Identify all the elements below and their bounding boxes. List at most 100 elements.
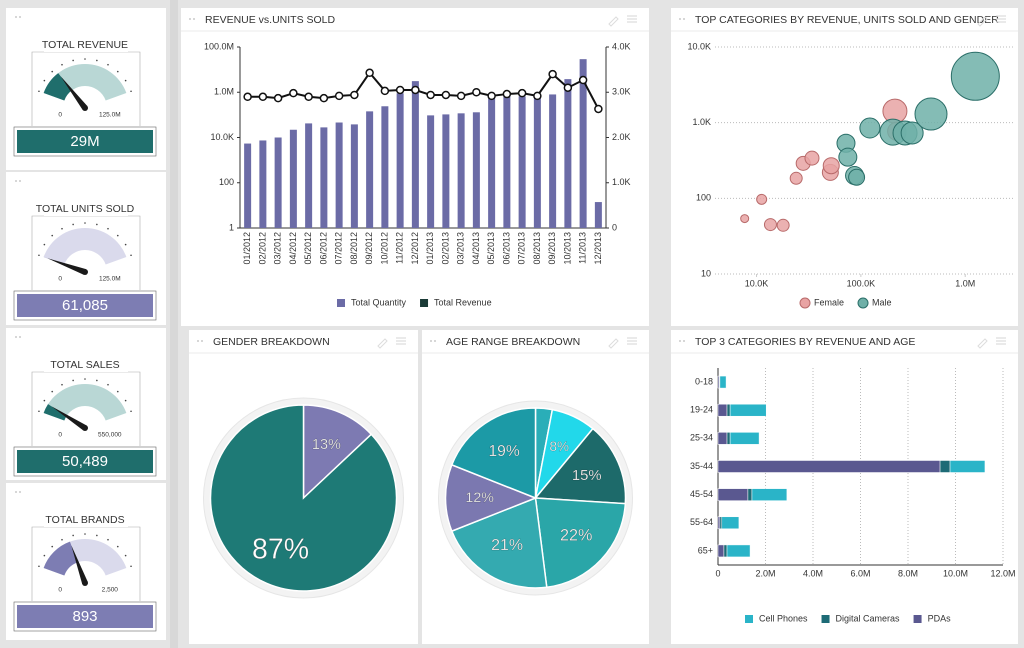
- edit-icon[interactable]: [977, 338, 988, 349]
- x-tick-label: 10/2013: [562, 232, 572, 265]
- drag-handle: [15, 491, 17, 493]
- legend-label: PDAs: [928, 613, 952, 623]
- x-tick-label: 02/2013: [440, 232, 450, 265]
- gauge-dot: [107, 227, 109, 230]
- x-tick-label: 05/2012: [303, 232, 313, 265]
- line-marker: [304, 92, 313, 102]
- gauge-dot: [124, 554, 127, 557]
- pie-slice: [444, 463, 538, 533]
- gauge-tick-label: 550,000: [98, 432, 122, 439]
- x-tick-label: 12/2012: [410, 232, 420, 265]
- gauge-dot: [107, 63, 109, 66]
- line-marker: [411, 85, 420, 95]
- bubble: [804, 150, 820, 166]
- pie-label: 12%: [465, 490, 494, 506]
- gauge-dot: [84, 222, 86, 224]
- y-tick-label: 55-64: [690, 517, 713, 527]
- line-marker: [533, 91, 542, 101]
- line-marker: [456, 91, 466, 101]
- bar: [442, 114, 450, 228]
- line-marker: [273, 93, 283, 103]
- gauge-dot: [96, 379, 98, 382]
- gauge-dot: [51, 234, 54, 237]
- gauge-dot: [84, 378, 86, 380]
- gauge-dot: [43, 399, 46, 402]
- gauge-title: TOTAL SALES: [50, 359, 119, 371]
- gauge-dot: [51, 70, 54, 73]
- drag-handle: [430, 340, 432, 342]
- line-marker: [380, 86, 390, 96]
- gauge-hub: [82, 580, 88, 586]
- bar: [533, 97, 541, 229]
- bar-segment: [717, 460, 941, 473]
- drag-handle: [15, 180, 17, 182]
- x-tick-label: 09/2013: [547, 232, 557, 265]
- x-tick-label: 09/2012: [364, 232, 374, 265]
- bar: [350, 124, 358, 228]
- gauge-tick-label: 125.0M: [99, 276, 121, 283]
- gauge-value: 893: [72, 608, 97, 625]
- y-tick-label: 100: [219, 177, 234, 187]
- edit-icon[interactable]: [608, 338, 619, 349]
- gauge-dot: [72, 59, 74, 62]
- drag-handle: [19, 491, 21, 493]
- gauge-value-box: [15, 448, 155, 475]
- bubble: [950, 51, 1000, 101]
- bar-segment: [717, 403, 728, 417]
- pie-slice: [450, 496, 548, 589]
- line-marker: [578, 75, 588, 85]
- gauge-dot: [116, 234, 119, 237]
- gauge-tick-label: 0: [58, 112, 62, 119]
- bar: [244, 143, 252, 228]
- x-tick-label: 01/2013: [425, 232, 435, 265]
- bar-segment: [949, 460, 986, 473]
- x-tick-label: 03/2013: [456, 232, 466, 265]
- bar-segment: [717, 488, 749, 501]
- gauge-dot: [61, 538, 63, 541]
- bar-segment: [726, 544, 751, 558]
- y-tick-label: 10.0K: [210, 132, 234, 142]
- gauge-tick-label: 0: [58, 587, 62, 594]
- legend-swatch: [420, 299, 429, 307]
- gauge-dot: [116, 390, 119, 393]
- bar-segment: [726, 403, 731, 417]
- gauge-title: TOTAL UNITS SOLD: [36, 203, 135, 215]
- gauge-value-box-border: [13, 446, 157, 477]
- bar: [579, 59, 587, 229]
- pie-label: 13%: [312, 437, 341, 453]
- bubble: [822, 157, 840, 175]
- y-tick-label: 1.0K: [692, 117, 711, 127]
- gauge-dot: [130, 254, 132, 257]
- gauge-dot: [72, 379, 74, 382]
- line-marker: [319, 93, 329, 103]
- y-tick-label: 100: [696, 193, 711, 203]
- edit-icon[interactable]: [377, 338, 388, 349]
- gauge-dot: [130, 90, 132, 93]
- gauge-dot: [51, 390, 54, 393]
- legend-swatch: [821, 615, 830, 623]
- gauge-tick-label: 0: [58, 432, 62, 439]
- drag-handle: [679, 18, 681, 20]
- drag-handle: [683, 18, 685, 20]
- gauge-dot: [72, 223, 74, 226]
- bubble: [848, 168, 866, 186]
- gauge-hub: [82, 425, 88, 431]
- edit-icon[interactable]: [608, 16, 619, 27]
- drag-handle: [19, 180, 21, 182]
- panel-title: TOP CATEGORIES BY REVENUE, UNITS SOLD AN…: [695, 14, 999, 26]
- bar: [366, 111, 374, 228]
- legend-label: Cell Phones: [759, 613, 808, 623]
- gauge-dot: [107, 538, 109, 541]
- bar-segment: [747, 488, 753, 501]
- gauge-dot: [43, 554, 46, 557]
- x-tick-label: 0: [715, 568, 720, 578]
- bar-segment: [721, 516, 740, 530]
- drag-handle: [15, 336, 17, 338]
- drag-handle: [679, 340, 681, 342]
- gauge-value-band: [43, 404, 67, 421]
- line-marker: [365, 68, 374, 78]
- bar: [594, 202, 602, 228]
- gauge-hub: [82, 269, 88, 275]
- gauge-dot: [38, 565, 40, 568]
- edit-icon[interactable]: [977, 16, 988, 27]
